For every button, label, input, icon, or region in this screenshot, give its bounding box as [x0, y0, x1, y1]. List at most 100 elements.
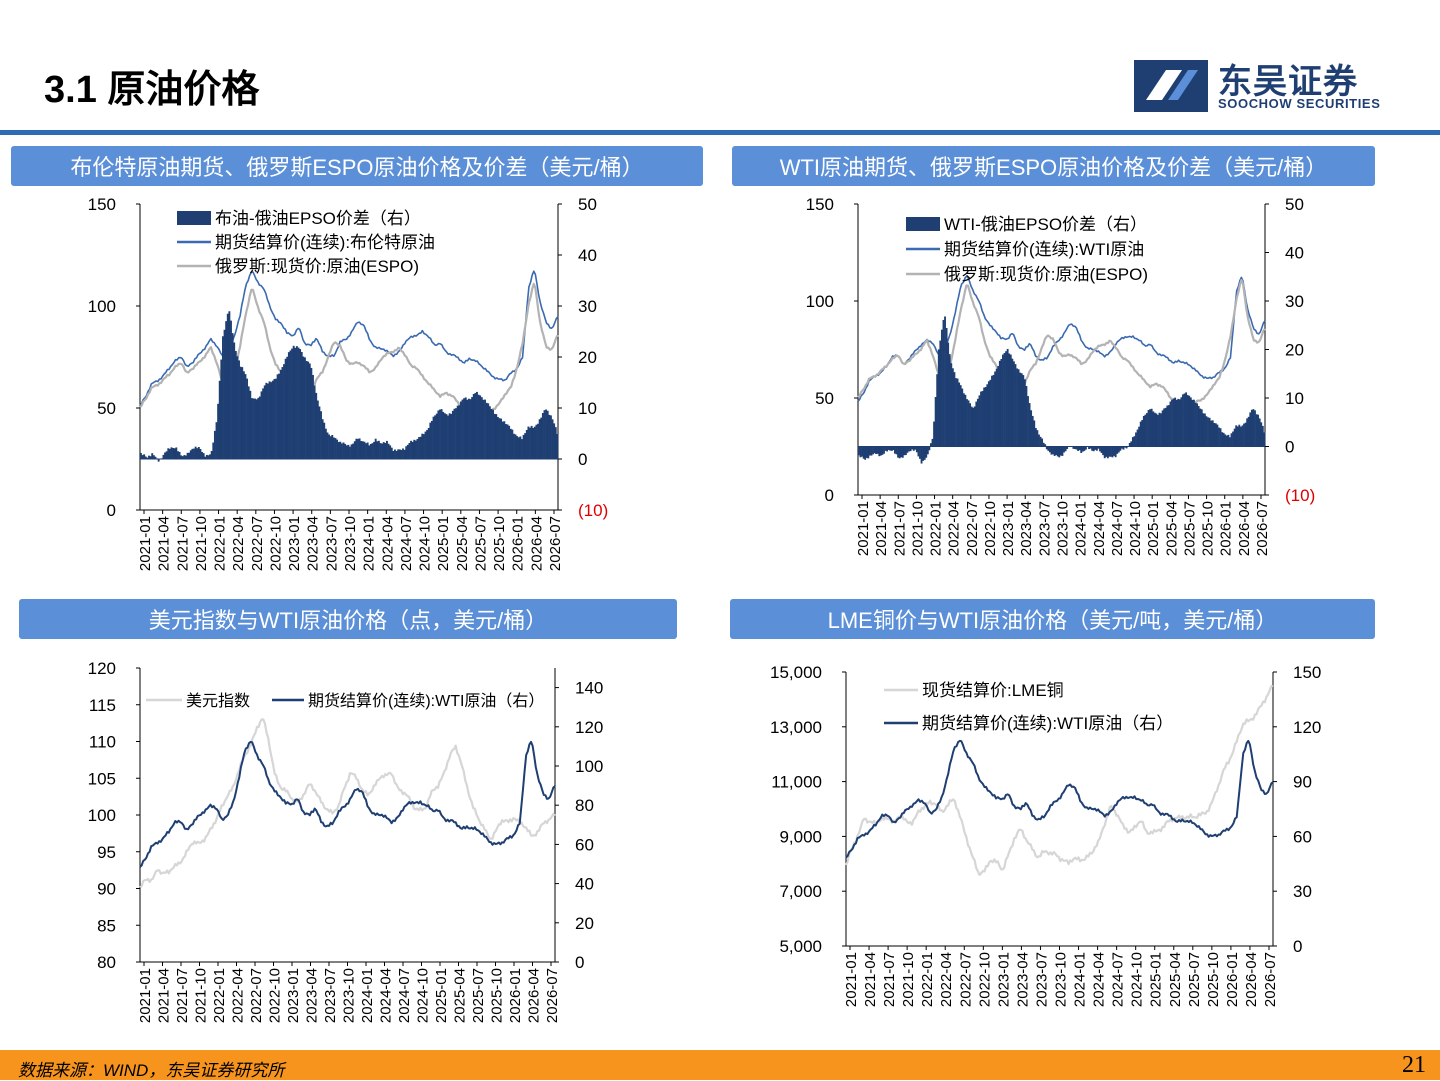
- legend-label: 期货结算价(连续):WTI原油: [944, 240, 1144, 259]
- y-left-tick-label: 100: [806, 292, 834, 311]
- x-tick-label: 2024-10: [417, 516, 434, 571]
- y-right-tick-label: 20: [1285, 341, 1304, 360]
- y-left-tick-label: 0: [825, 486, 834, 505]
- x-tick-label: 2022-07: [964, 501, 981, 556]
- x-tick-label: 2022-10: [976, 952, 993, 1007]
- spread-bar: [928, 447, 930, 451]
- x-tick-label: 2023-04: [1018, 501, 1035, 556]
- x-tick-label: 2025-01: [433, 968, 450, 1023]
- x-tick-label: 2021-10: [193, 968, 210, 1023]
- x-tick-label: 2021-07: [174, 516, 191, 571]
- x-tick-label: 2023-10: [1053, 952, 1070, 1007]
- x-tick-label: 2026-01: [510, 516, 527, 571]
- x-tick-label: 2024-04: [1091, 501, 1108, 556]
- legend-label: 期货结算价(连续):WTI原油（右）: [922, 714, 1173, 733]
- x-tick-label: 2021-04: [862, 952, 879, 1007]
- x-tick-label: 2023-01: [995, 952, 1012, 1007]
- legend-label: 俄罗斯:现货价:原油(ESPO): [944, 265, 1148, 284]
- x-tick-label: 2023-07: [323, 516, 340, 571]
- spread-bar: [556, 434, 558, 459]
- x-tick-label: 2023-10: [341, 968, 358, 1023]
- y-right-tick-label: 90: [1293, 773, 1312, 792]
- x-tick-label: 2021-10: [909, 501, 926, 556]
- x-tick-label: 2025-07: [472, 516, 489, 571]
- x-tick-label: 2021-10: [900, 952, 917, 1007]
- y-left-tick-label: 50: [97, 399, 116, 418]
- x-tick-label: 2021-10: [193, 516, 210, 571]
- x-tick-label: 2022-01: [928, 501, 945, 556]
- panel-title-dxy: 美元指数与WTI原油价格（点，美元/桶）: [19, 599, 677, 639]
- x-tick-label: 2025-01: [1148, 952, 1165, 1007]
- x-tick-label: 2023-04: [304, 968, 321, 1023]
- x-tick-label: 2026-07: [1262, 952, 1279, 1007]
- y-right-tick-label: 0: [1293, 937, 1302, 956]
- x-tick-label: 2022-01: [212, 516, 229, 571]
- x-tick-label: 2023-10: [342, 516, 359, 571]
- y-right-tick-label: 30: [1285, 292, 1304, 311]
- y-left-tick-label: 100: [88, 297, 116, 316]
- y-left-tick-label: 9,000: [779, 827, 822, 846]
- y-left-tick-label: 13,000: [770, 718, 822, 737]
- x-tick-label: 2023-04: [1014, 952, 1031, 1007]
- legend-swatch: [177, 211, 211, 225]
- y-left-tick-label: 85: [97, 916, 116, 935]
- y-right-tick-label: 50: [578, 195, 597, 214]
- soochow-logo: 东吴证券 SOOCHOW SECURITIES: [1132, 56, 1412, 114]
- x-tick-label: 2021-01: [843, 952, 860, 1007]
- series-line-0: [858, 276, 1265, 401]
- x-tick-label: 2021-04: [156, 968, 173, 1023]
- legend-label: 布油-俄油EPSO价差（右）: [215, 209, 421, 228]
- x-tick-label: 2026-01: [1218, 501, 1235, 556]
- legend-swatch: [906, 217, 940, 231]
- x-tick-label: 2025-01: [435, 516, 452, 571]
- y-right-tick-label: 100: [575, 757, 603, 776]
- x-tick-label: 2024-01: [1072, 952, 1089, 1007]
- x-tick-label: 2024-10: [1129, 952, 1146, 1007]
- x-tick-label: 2024-04: [378, 968, 395, 1023]
- x-tick-label: 2025-07: [470, 968, 487, 1023]
- x-tick-label: 2025-10: [1200, 501, 1217, 556]
- x-tick-label: 2024-07: [1109, 501, 1126, 556]
- x-tick-label: 2024-10: [1127, 501, 1144, 556]
- chart-dxy-wti: 8085909510010511011512002040608010012014…: [0, 648, 720, 1048]
- y-right-tick-label: 120: [1293, 718, 1321, 737]
- header-divider: [0, 130, 1440, 135]
- x-tick-label: 2021-04: [156, 516, 173, 571]
- y-right-tick-label: 40: [578, 246, 597, 265]
- x-tick-label: 2022-07: [248, 968, 265, 1023]
- spread-bar: [1263, 432, 1265, 446]
- x-tick-label: 2021-07: [881, 952, 898, 1007]
- y-left-tick-label: 100: [88, 806, 116, 825]
- y-right-tick-label: 0: [578, 450, 587, 469]
- x-tick-label: 2024-04: [379, 516, 396, 571]
- y-left-tick-label: 95: [97, 843, 116, 862]
- x-tick-label: 2025-01: [1145, 501, 1162, 556]
- x-tick-label: 2026-04: [526, 968, 543, 1023]
- logo-english-name: SOOCHOW SECURITIES: [1218, 96, 1380, 111]
- x-tick-label: 2025-10: [491, 516, 508, 571]
- x-tick-label: 2022-07: [957, 952, 974, 1007]
- y-left-tick-label: 120: [88, 659, 116, 678]
- x-tick-label: 2025-04: [452, 968, 469, 1023]
- x-tick-label: 2021-07: [891, 501, 908, 556]
- y-right-tick-label: 20: [575, 914, 594, 933]
- y-right-tick-label: 150: [1293, 663, 1321, 682]
- y-left-tick-label: 11,000: [771, 773, 822, 792]
- x-tick-label: 2022-10: [982, 501, 999, 556]
- y-left-tick-label: 5,000: [779, 937, 822, 956]
- legend-label: 美元指数: [186, 692, 250, 710]
- spread-bars: [140, 311, 558, 461]
- y-left-tick-label: 80: [97, 953, 116, 972]
- legend-label: 俄罗斯:现货价:原油(ESPO): [215, 257, 419, 276]
- x-tick-label: 2023-01: [285, 968, 302, 1023]
- x-tick-label: 2025-04: [1163, 501, 1180, 556]
- y-right-tick-label: 30: [578, 297, 597, 316]
- legend-label: 现货结算价:LME铜: [922, 681, 1064, 700]
- x-tick-label: 2022-04: [946, 501, 963, 556]
- soochow-logo-icon: [1132, 56, 1210, 114]
- x-tick-label: 2025-10: [489, 968, 506, 1023]
- y-right-tick-label: 10: [1285, 389, 1304, 408]
- y-right-tick-label: 0: [1285, 438, 1294, 457]
- footer-bar: 数据来源：WIND，东吴证券研究所 21: [0, 1050, 1440, 1080]
